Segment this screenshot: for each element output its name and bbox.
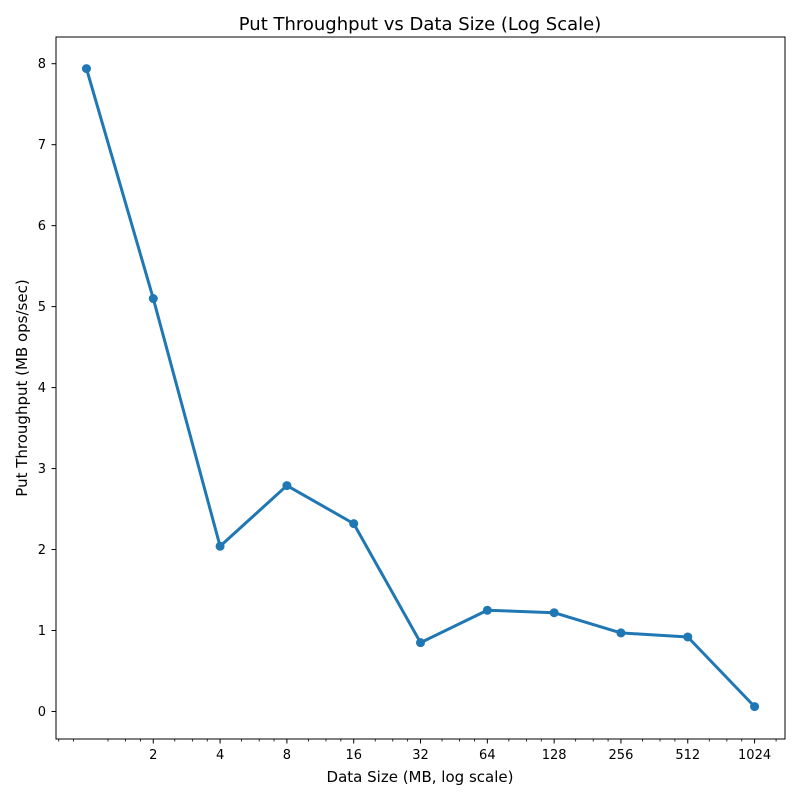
y-axis: 0 1 2 3 4 5 6 7 8	[38, 57, 56, 720]
data-point	[215, 541, 225, 551]
data-point	[549, 608, 559, 618]
data-point	[81, 64, 91, 74]
y-tick-label: 3	[38, 462, 46, 477]
data-point	[148, 294, 158, 304]
data-point	[282, 481, 292, 491]
plot-frame	[55, 36, 786, 740]
x-tick-label: 128	[542, 748, 567, 763]
series-layer	[81, 64, 760, 712]
y-tick-label: 0	[38, 705, 46, 720]
x-axis-label: Data Size (MB, log scale)	[327, 768, 514, 786]
x-axis: 2 4 8 16 32 64 128 256 512 1024	[58, 739, 777, 763]
y-tick-label: 1	[38, 624, 46, 639]
y-axis-label: Put Throughput (MB ops/sec)	[13, 279, 31, 496]
x-tick-label: 8	[283, 748, 291, 763]
y-tick-label: 6	[38, 219, 46, 234]
y-tick-label: 7	[38, 138, 46, 153]
x-tick-label: 2	[149, 748, 157, 763]
y-tick-label: 4	[38, 381, 46, 396]
data-point	[616, 628, 626, 638]
series-line	[85, 68, 756, 708]
x-tick-label: 32	[412, 748, 429, 763]
data-point	[482, 605, 492, 615]
data-point	[416, 638, 426, 648]
data-point	[349, 519, 359, 529]
x-tick-label: 16	[345, 748, 362, 763]
y-tick-label: 2	[38, 543, 46, 558]
x-tick-label: 64	[479, 748, 496, 763]
data-point	[683, 632, 693, 642]
x-tick-label: 512	[675, 748, 700, 763]
x-tick-label: 256	[609, 748, 634, 763]
x-tick-label: 1024	[738, 748, 771, 763]
x-tick-label: 4	[216, 748, 224, 763]
data-point	[750, 702, 760, 712]
chart-title: Put Throughput vs Data Size (Log Scale)	[239, 14, 601, 35]
y-tick-label: 5	[38, 300, 46, 315]
y-tick-label: 8	[38, 57, 46, 72]
